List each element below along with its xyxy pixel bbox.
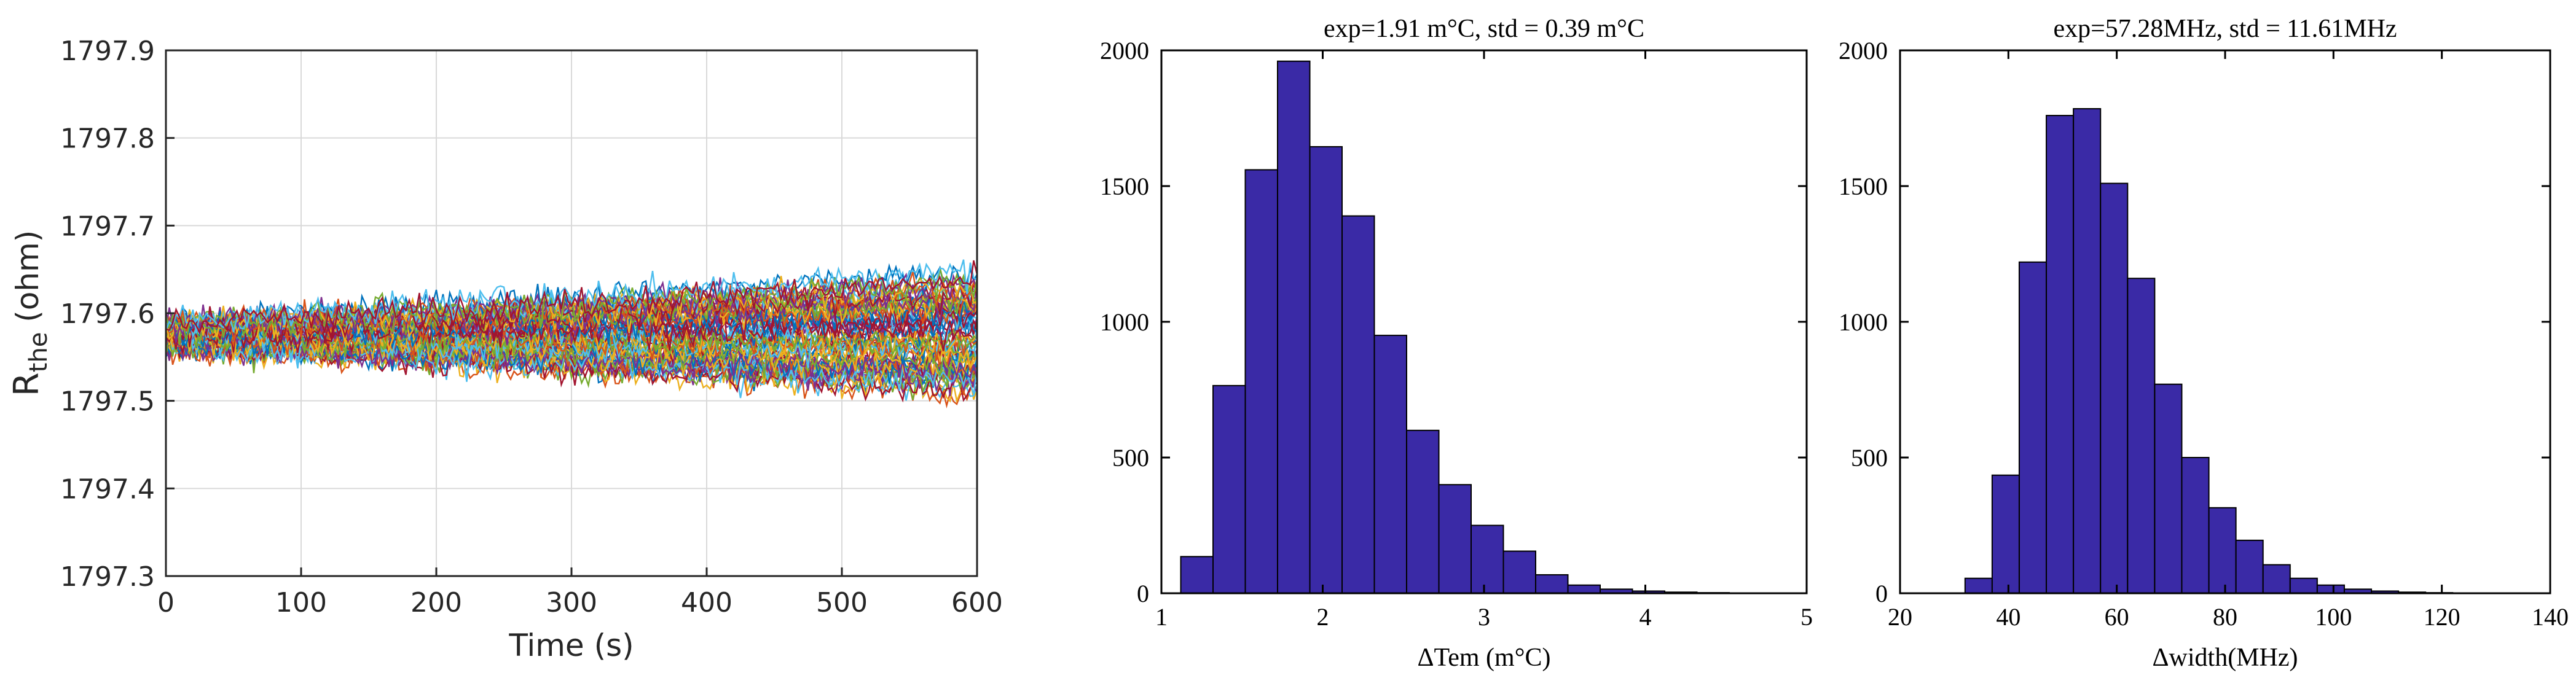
histogram-x-tick-label: 120: [2424, 603, 2460, 631]
histogram-y-tick-label: 1000: [1839, 308, 1888, 336]
histogram-x-tick-label: 3: [1478, 603, 1490, 631]
histogram-bar: [2235, 539, 2264, 594]
ts-y-tick-label: 1797.8: [60, 123, 155, 155]
ts-x-tick-label: 600: [951, 587, 1003, 618]
histogram-x-tick-label: 60: [2105, 603, 2129, 631]
histogram-bar: [1309, 146, 1343, 594]
histogram-y-tick-label: 0: [1875, 580, 1888, 607]
histogram-bar: [1438, 484, 1472, 594]
histogram-bar: [2154, 383, 2183, 594]
histogram-x-tick-label: 2: [1317, 603, 1329, 631]
ts-y-tick-label: 1797.3: [60, 561, 155, 593]
ts-x-tick-label: 300: [546, 587, 597, 618]
histogram-bar: [1567, 584, 1601, 594]
histogram-bar: [2316, 584, 2345, 594]
time-series-panel: 0 100 200 300 400 500 600 1797.3 1797.4 1797.5 179…: [7, 36, 1003, 663]
histogram-bar: [2073, 108, 2102, 594]
histogram-width-ticks: 20 40 60 80 100 120 140 0 500 1000 1500 2000: [1839, 37, 2569, 631]
histogram-x-tick-label: 40: [1996, 603, 2020, 631]
ts-series-line: [165, 260, 978, 335]
histogram-temperature-title: exp=1.91 m°C, std = 0.39 m°C: [1324, 15, 1644, 43]
ts-x-axis-label: Time (s): [508, 628, 634, 663]
histogram-x-tick-label: 100: [2315, 603, 2352, 631]
ts-series-group: [165, 259, 978, 409]
ts-series-line: [165, 329, 978, 394]
histogram-bar: [2181, 457, 2210, 594]
histogram-y-tick-label: 0: [1137, 580, 1149, 607]
histogram-bar: [1964, 577, 1993, 594]
histogram-y-tick-label: 2000: [1100, 37, 1149, 64]
ts-y-tick-label: 1797.9: [60, 36, 155, 67]
histogram-bar: [2046, 115, 2075, 594]
ts-series-line: [165, 259, 978, 334]
histogram-y-tick-label: 1500: [1839, 173, 1888, 200]
ts-x-tick-label: 400: [681, 587, 732, 618]
histogram-bar: [2018, 261, 2048, 594]
histogram-temperature-panel: exp=1.91 m°C, std = 0.39 m°C 1 2 3 4 5 0 500 10…: [1100, 15, 1813, 672]
histogram-bar: [1471, 524, 1504, 594]
histogram-bar: [1373, 335, 1407, 594]
histogram-x-tick-label: 140: [2532, 603, 2569, 631]
ts-y-tick-label: 1797.4: [60, 473, 155, 505]
histogram-x-tick-label: 20: [1888, 603, 1912, 631]
histogram-x-tick-label: 4: [1639, 603, 1652, 631]
histogram-bar: [2262, 564, 2291, 594]
histogram-bar: [1180, 556, 1214, 594]
histogram-bar: [1212, 384, 1246, 594]
histogram-x-tick-label: 80: [2213, 603, 2237, 631]
histogram-bar: [2208, 507, 2237, 594]
ts-y-tick-label: 1797.6: [60, 298, 155, 330]
histogram-bar: [1277, 60, 1311, 594]
histogram-bar: [2127, 278, 2156, 594]
histogram-y-tick-label: 500: [1851, 444, 1888, 472]
ts-y-tick-label: 1797.7: [60, 211, 155, 242]
histogram-bar: [1502, 550, 1536, 594]
ts-x-tick-label: 200: [410, 587, 462, 618]
histogram-y-tick-label: 1500: [1100, 173, 1149, 200]
histogram-y-tick-label: 500: [1112, 444, 1149, 472]
histogram-bar: [1406, 429, 1440, 594]
histogram-width-bars: [1964, 108, 2454, 594]
histogram-bar: [1244, 169, 1278, 594]
histogram-bar: [1535, 574, 1569, 594]
histogram-width-x-label: Δwidth(MHz): [2153, 644, 2298, 672]
histogram-x-tick-label: 5: [1800, 603, 1813, 631]
ts-y-label-subscript: the: [25, 332, 53, 373]
histogram-temperature-bars: [1180, 60, 1730, 594]
histogram-bar: [1991, 474, 2020, 594]
ts-y-label-unit: (ohm): [10, 230, 45, 332]
histogram-y-tick-label: 1000: [1100, 308, 1149, 336]
histogram-temperature-x-label: ΔTem (m°C): [1418, 644, 1551, 672]
histogram-x-tick-label: 1: [1155, 603, 1168, 631]
ts-x-tick-label: 0: [157, 587, 175, 618]
ts-y-axis-label: Rthe (ohm): [7, 230, 53, 396]
ts-x-tick-label: 500: [816, 587, 868, 618]
histogram-bar: [2100, 182, 2129, 594]
histogram-temperature-ticks: 1 2 3 4 5 0 500 1000 1500 2000: [1100, 37, 1813, 631]
ts-series-line: [165, 272, 978, 343]
histogram-bar: [2289, 577, 2318, 594]
histogram-y-tick-label: 2000: [1839, 37, 1888, 64]
ts-x-tick-label: 100: [275, 587, 327, 618]
ts-series-line: [165, 267, 978, 341]
histogram-width-panel: exp=57.28MHz, std = 11.61MHz 20 40 60 80 100…: [1839, 15, 2569, 672]
ts-ticks: 0 100 200 300 400 500 600 1797.3 1797.4 1797.5 179…: [60, 36, 1003, 618]
histogram-width-title: exp=57.28MHz, std = 11.61MHz: [2053, 15, 2397, 43]
histogram-bar: [1341, 215, 1375, 594]
ts-y-tick-label: 1797.5: [60, 386, 155, 418]
ts-y-label-main: R: [7, 372, 47, 396]
ts-series-line: [165, 321, 978, 380]
